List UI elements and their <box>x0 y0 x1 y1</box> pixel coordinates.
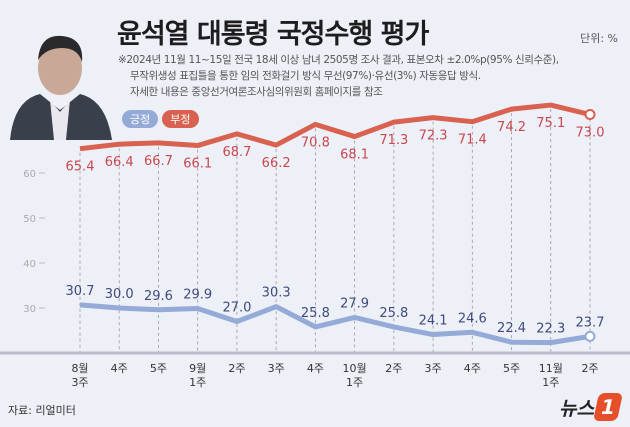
data-label: 23.7 <box>576 315 605 330</box>
survey-note: ※2024년 11월 11~15일 전국 18세 이상 남녀 2505명 조사 … <box>118 52 559 100</box>
data-label: 68.1 <box>340 148 369 163</box>
x-tick-label: 4주 <box>307 362 324 375</box>
data-label: 30.3 <box>262 286 291 301</box>
x-tick-label: 3주 <box>268 362 285 375</box>
x-tick-label: 2주 <box>581 362 598 375</box>
data-label: 22.3 <box>536 322 565 337</box>
data-label: 29.6 <box>144 289 173 304</box>
x-tick-label: 2주 <box>228 362 245 375</box>
data-label: 72.3 <box>419 129 448 144</box>
data-label: 24.6 <box>458 311 487 326</box>
series-line-negative <box>79 102 591 152</box>
data-label: 30.7 <box>66 284 95 299</box>
data-label: 25.8 <box>301 306 330 321</box>
data-label: 22.4 <box>497 321 526 336</box>
end-marker <box>584 109 596 120</box>
y-tick-label: 50 <box>23 214 36 225</box>
source: 자료: 리얼미터 <box>8 404 76 417</box>
x-tick-label: 3주 <box>425 362 442 375</box>
data-label: 65.4 <box>66 160 95 175</box>
data-label: 71.3 <box>379 133 408 148</box>
end-marker <box>584 330 596 342</box>
data-label: 75.1 <box>536 116 565 131</box>
data-label: 25.8 <box>379 306 408 321</box>
page-title: 윤석열 대통령 국정수행 평가 <box>117 19 429 50</box>
data-label: 73.0 <box>576 126 605 141</box>
y-tick-label: 40 <box>23 259 36 270</box>
note-line: 무작위생성 표집틀을 통한 임의 전화걸기 방식 무선(97%)·유선(3%) … <box>130 70 481 82</box>
x-tick-label: 1주 <box>189 376 206 389</box>
unit-label: 단위: % <box>580 32 618 45</box>
x-tick-label: 5주 <box>150 362 167 375</box>
president-photo <box>0 20 120 140</box>
data-label: 68.7 <box>222 145 251 160</box>
x-tick-label: 9월 <box>189 362 206 375</box>
legend: 긍정 부정 <box>122 110 199 128</box>
data-label: 66.7 <box>144 154 173 169</box>
note-line: 자세한 내용은 중앙선거여론조사심의위원회 홈페이지를 참조 <box>130 86 383 98</box>
x-tick-label: 1주 <box>542 376 559 389</box>
data-label: 66.1 <box>183 157 212 172</box>
legend-positive: 긍정 <box>122 110 159 128</box>
note-line: ※2024년 11월 11~15일 전국 18세 이상 남녀 2505명 조사 … <box>118 54 559 66</box>
x-tick-label: 8월 <box>71 362 88 375</box>
x-tick-label: 3주 <box>71 376 88 389</box>
x-tick-label: 2주 <box>385 362 402 375</box>
data-label: 27.0 <box>222 301 251 316</box>
legend-negative: 부정 <box>162 110 199 128</box>
data-label: 24.1 <box>419 314 448 329</box>
data-label: 66.2 <box>262 156 291 171</box>
data-label: 30.0 <box>105 287 134 302</box>
x-tick-label: 10월 <box>343 362 367 375</box>
y-tick-label: 60 <box>23 169 36 180</box>
x-tick-label: 1주 <box>346 376 363 389</box>
data-label: 70.8 <box>301 135 330 150</box>
data-label: 29.9 <box>183 287 212 302</box>
x-tick-label: 4주 <box>464 362 481 375</box>
data-label: 27.9 <box>340 296 369 311</box>
data-label: 71.4 <box>458 133 487 148</box>
x-tick-label: 11월 <box>539 362 563 375</box>
x-tick-label: 5주 <box>503 362 520 375</box>
series-line-positive <box>79 302 591 346</box>
y-tick-label: 30 <box>23 304 36 315</box>
data-label: 66.4 <box>105 155 134 170</box>
news1-logo: 뉴스 1 <box>559 393 623 421</box>
data-label: 74.2 <box>497 120 526 135</box>
x-tick-label: 4주 <box>111 362 128 375</box>
